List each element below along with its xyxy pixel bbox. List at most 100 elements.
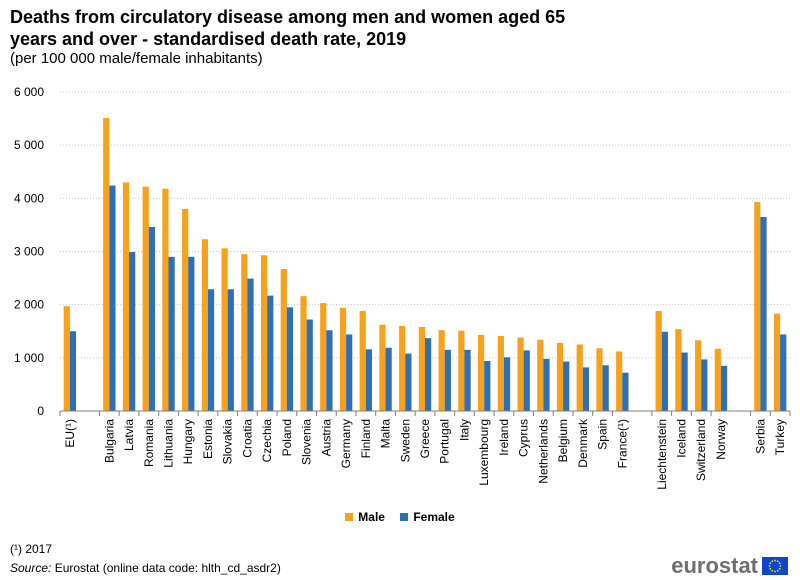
x-tick-label: Sweden [398,419,412,462]
bar-male [695,340,702,411]
bar-male [300,296,307,411]
x-tick-label: Greece [418,419,432,459]
legend-label-male: Male [358,510,385,524]
chart-subtitle: (per 100 000 male/female inhabitants) [10,50,263,67]
legend-label-female: Female [413,510,455,524]
bar-male [399,325,406,411]
flag-star [779,565,782,567]
bar-female [69,331,77,411]
x-tick-label: Portugal [438,419,452,464]
legend-swatch-male [345,513,354,521]
bar-female [207,289,215,411]
bar-female [425,338,432,411]
logo-text: eurostat [671,553,758,578]
bar-male [221,248,228,411]
bar-female [661,331,668,411]
bar-female [247,278,254,411]
x-tick-label: Romania [142,419,156,467]
bar-female [326,330,333,411]
source-label: Source: [10,561,52,575]
x-tick-label: Switzerland [694,419,708,481]
bar-chart: 0 1 000 2 000 3 000 4 000 5 000 6 000 EU(¹) Bulg… [14,85,791,490]
bar-male [260,255,268,411]
legend: Male Female [0,510,800,524]
x-tick-label: Slovakia [221,419,235,465]
x-tick-label: Luxembourg [477,419,491,486]
bar-female [286,307,294,411]
y-tick-label: 2 000 [14,298,44,312]
x-tick-label: Belgium [556,419,570,462]
bar-male [477,334,485,411]
legend-swatch-female [400,513,409,521]
bar-male [616,351,623,411]
x-tick-label: Turkey [773,419,787,455]
x-tick-label: Italy [457,419,471,441]
flag-star [768,565,771,567]
bar-female [622,372,629,411]
bar-female [306,319,313,411]
y-tick-label: 4 000 [14,191,44,205]
y-tick-label: 3 000 [14,245,44,259]
x-tick-label: Czechia [260,419,274,463]
x-tick-label: Ireland [497,419,511,456]
source-text: Eurostat (online data code: hlth_cd_asdr… [54,561,281,575]
bar-male [379,324,386,411]
x-tick-label: Serbia [753,419,767,454]
bar-male [122,182,130,411]
bar-female [464,349,471,411]
bar-female [444,349,451,411]
flag-star [776,560,779,563]
x-tick-label: Austria [319,419,333,457]
bar-female [701,359,708,411]
flag-star [774,570,776,573]
x-tick-label: Denmark [576,418,590,468]
flag-star [778,567,781,570]
bar-female [385,347,392,411]
y-tick-label: 5 000 [14,138,44,152]
flag-star [769,567,772,570]
x-tick-label: Lithuania [162,419,176,468]
x-tick-label: Croatia [240,419,254,458]
bar-male [162,188,169,411]
bar-female [780,334,787,411]
bar-male [142,186,149,411]
bar-male [773,313,781,411]
bar-male [103,118,110,411]
x-tick-label: Finland [359,419,373,458]
bar-female [563,361,570,411]
x-tick-label: Iceland [674,419,688,458]
y-tick-label: 6 000 [14,85,44,99]
x-tick-label: France(¹) [615,419,629,468]
bar-female [503,357,511,411]
bar-male [556,342,564,411]
flag-star [771,560,774,563]
bar-male [63,306,70,411]
x-tick-label: Bulgaria [102,419,116,463]
bar-female [168,256,175,411]
bar-female [109,185,116,411]
x-tick-label: Liechtenstein [655,419,669,490]
x-tick-label: EU(¹) [63,419,77,448]
bar-male [497,336,504,411]
bar-female [523,350,530,411]
bar-female [484,361,491,411]
bar-male [241,254,248,411]
bar-male [714,348,721,411]
x-tick-label: Spain [596,419,610,450]
bar-male [201,239,208,411]
bar-female [681,352,688,411]
bar-male [339,307,347,411]
x-tick-label: Latvia [122,419,136,451]
flag-star [778,562,781,565]
x-tick-label: Slovenia [300,419,314,465]
bar-female [129,252,136,411]
bar-female [720,365,728,411]
footnote: (¹) 2017 [10,542,53,556]
bar-male [655,311,662,411]
bar-female [405,353,412,411]
bar-male [517,337,524,411]
bar-female [267,295,274,411]
y-tick-label: 0 [37,404,44,418]
bar-male [537,339,544,411]
x-tick-label: Estonia [201,419,215,459]
